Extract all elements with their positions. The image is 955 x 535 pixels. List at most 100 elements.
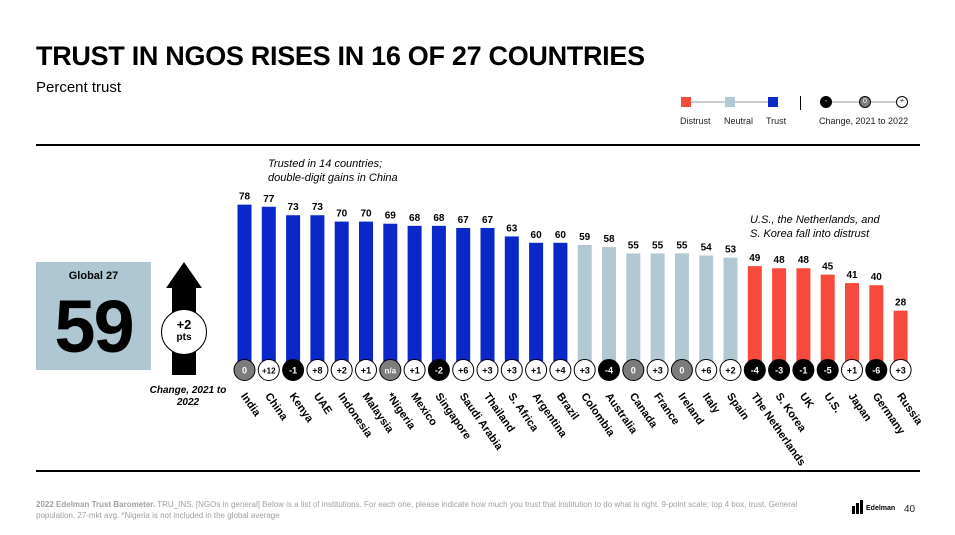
value-label-22: 48 — [774, 255, 786, 266]
category-label-25: Japan — [846, 391, 874, 424]
category-label-2: Kenya — [287, 391, 316, 426]
value-label-8: 68 — [433, 213, 445, 224]
change-badge-9 — [452, 359, 475, 381]
value-label-12: 60 — [531, 230, 543, 241]
source-note: 2022 Edelman Trust Barometer. TRU_INS. [… — [36, 499, 836, 521]
value-label-26: 40 — [871, 272, 883, 283]
bar-5 — [359, 221, 373, 370]
change-label-25: +1 — [847, 366, 857, 376]
value-label-25: 41 — [846, 270, 858, 281]
value-label-16: 55 — [628, 240, 640, 251]
change-label-9: +6 — [458, 366, 468, 376]
change-badge-26 — [865, 359, 888, 381]
change-badge-10 — [476, 359, 499, 381]
value-label-20: 53 — [725, 245, 737, 256]
value-label-5: 70 — [360, 209, 372, 220]
value-label-2: 73 — [288, 202, 300, 213]
change-label-1: +12 — [262, 367, 276, 376]
change-badge-4 — [330, 359, 353, 381]
value-label-4: 70 — [336, 209, 348, 220]
bar-12 — [529, 242, 544, 370]
change-badge-0 — [233, 359, 256, 381]
value-label-27: 28 — [895, 298, 907, 309]
change-label-10: +3 — [482, 366, 492, 376]
bar-14 — [577, 244, 592, 370]
bar-24 — [820, 274, 835, 370]
change-label-20: +2 — [725, 366, 735, 376]
value-label-15: 58 — [603, 234, 615, 245]
change-label-17: +3 — [652, 366, 662, 376]
bar-1 — [261, 206, 276, 370]
value-label-14: 59 — [579, 232, 591, 243]
value-label-1: 77 — [263, 194, 275, 205]
annotation-distrust-line2: S. Korea fall into distrust — [750, 228, 870, 240]
value-label-6: 69 — [385, 211, 397, 222]
category-label-24: U.S. — [821, 391, 843, 415]
change-label-15: -4 — [605, 366, 613, 376]
change-label-8: -2 — [435, 366, 443, 376]
change-badge-22 — [768, 359, 791, 381]
bar-27 — [893, 310, 908, 370]
value-label-3: 73 — [312, 202, 324, 213]
change-badge-12 — [525, 359, 548, 381]
change-badge-2 — [282, 359, 305, 381]
bar-19 — [699, 255, 714, 370]
value-label-9: 67 — [458, 215, 470, 226]
bottom-rule — [36, 470, 920, 472]
change-label-23: -1 — [799, 366, 807, 376]
change-label-11: +3 — [507, 366, 517, 376]
global-average-box: Global 27 59 — [36, 262, 151, 370]
change-badge-15 — [598, 359, 620, 381]
bar-2 — [286, 215, 301, 370]
change-label-27: +3 — [895, 366, 905, 376]
change-badge-11 — [500, 359, 523, 381]
value-label-19: 54 — [701, 243, 713, 254]
top-rule — [36, 144, 920, 146]
bar-10 — [480, 227, 495, 370]
source-note-bold: 2022 Edelman Trust Barometer. — [36, 500, 156, 509]
category-label-23: UK — [797, 391, 816, 411]
bar-8 — [431, 225, 446, 370]
legend-distrust-swatch — [681, 97, 691, 107]
legend-neutral-swatch — [725, 97, 735, 107]
change-badge-18 — [670, 359, 693, 381]
edelman-logo-icon — [852, 500, 863, 514]
bar-3 — [310, 215, 325, 370]
edelman-logo-text: Edelman — [866, 505, 896, 512]
change-label-19: +6 — [701, 366, 711, 376]
value-label-17: 55 — [652, 240, 664, 251]
bar-0 — [237, 204, 252, 370]
change-badge-8 — [427, 359, 450, 381]
change-badge-5 — [355, 359, 377, 381]
value-label-18: 55 — [676, 240, 688, 251]
global-value: 59 — [54, 285, 134, 368]
category-label-20: Spain — [724, 391, 751, 423]
category-label-3: UAE — [311, 391, 334, 417]
global-change-caption: Change, 2021 to 2022 — [149, 385, 227, 408]
source-note-text: TRU_INS. [NGOs in general] Below is a li… — [36, 500, 798, 520]
annotation-trusted-line1: Trusted in 14 countries; — [268, 158, 383, 170]
value-label-13: 60 — [555, 230, 567, 241]
category-label-0: India — [238, 391, 263, 420]
change-label-14: +3 — [580, 366, 590, 376]
bar-17 — [650, 253, 665, 370]
page-number: 40 — [904, 504, 916, 515]
change-label-0: 0 — [242, 366, 247, 376]
change-label-16: 0 — [631, 366, 636, 376]
change-badge-25 — [841, 359, 863, 381]
change-label-12: +1 — [531, 366, 541, 376]
bar-22 — [772, 268, 787, 370]
change-badge-3 — [306, 359, 329, 381]
bar-6 — [383, 223, 398, 370]
bar-4 — [334, 221, 349, 370]
legend-neutral-label: Neutral — [724, 116, 754, 126]
annotation-distrust-line1: U.S., the Netherlands, and — [750, 214, 880, 226]
change-badge-23 — [792, 359, 815, 381]
global-label: Global 27 — [68, 270, 119, 282]
bar-7 — [407, 225, 422, 370]
annotation-trusted: Trusted in 14 countries; double-digit ga… — [268, 157, 398, 185]
legend-separator — [800, 96, 801, 110]
bar-20 — [723, 257, 738, 370]
change-label-21: -4 — [751, 366, 759, 376]
